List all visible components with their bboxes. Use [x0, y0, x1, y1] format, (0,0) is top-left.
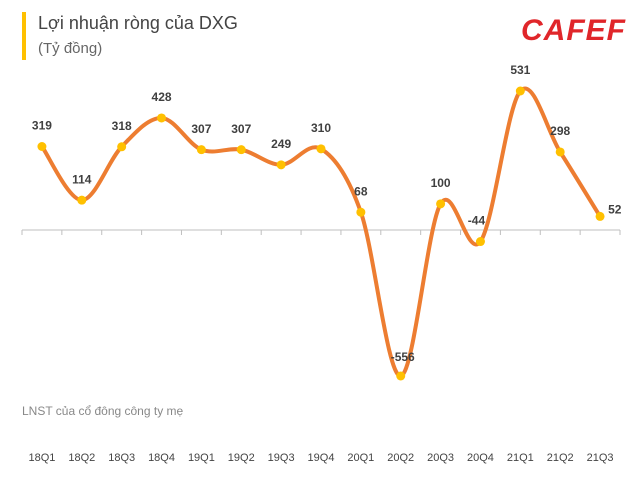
data-label: 68 — [354, 184, 368, 198]
x-tick-label: 21Q2 — [547, 452, 574, 464]
data-label: 531 — [510, 63, 530, 77]
logo: CAFEF — [521, 14, 626, 47]
x-tick-label: 20Q2 — [387, 452, 414, 464]
marker — [157, 113, 167, 123]
data-label: 114 — [72, 172, 92, 186]
x-tick-label: 19Q2 — [228, 452, 255, 464]
title-accent — [22, 12, 26, 60]
marker — [396, 371, 406, 381]
marker — [555, 147, 565, 157]
data-label: -44 — [468, 214, 486, 228]
marker — [595, 211, 605, 221]
x-tick-label: 21Q3 — [587, 452, 614, 464]
marker — [196, 145, 206, 155]
data-label: -556 — [391, 350, 415, 364]
x-tick-label: 20Q4 — [467, 452, 494, 464]
marker — [77, 195, 87, 205]
x-tick-label: 18Q3 — [108, 452, 135, 464]
marker — [37, 141, 47, 151]
marker — [356, 207, 366, 217]
data-label: 307 — [191, 122, 211, 136]
marker — [117, 142, 127, 152]
marker — [475, 237, 485, 247]
marker — [515, 86, 525, 96]
x-tick-label: 18Q2 — [68, 452, 95, 464]
data-label: 249 — [271, 137, 291, 151]
x-tick-label: 21Q1 — [507, 452, 534, 464]
data-label: 100 — [431, 176, 451, 190]
data-label: 318 — [112, 119, 132, 133]
x-tick-label: 19Q4 — [308, 452, 335, 464]
data-label: 310 — [311, 121, 331, 135]
x-tick-label: 18Q1 — [28, 452, 55, 464]
x-tick-label: 19Q3 — [268, 452, 295, 464]
x-tick-label: 19Q1 — [188, 452, 215, 464]
marker — [436, 199, 446, 209]
chart-title: Lợi nhuận ròng của DXG — [38, 13, 238, 33]
x-tick-label: 20Q1 — [347, 452, 374, 464]
data-label: 319 — [32, 119, 52, 133]
data-label: 307 — [231, 122, 251, 136]
data-label: 298 — [550, 124, 570, 138]
x-tick-label: 20Q3 — [427, 452, 454, 464]
marker — [316, 144, 326, 154]
data-label: 52 — [608, 203, 622, 217]
note: LNST của cổ đông công ty mẹ — [22, 404, 184, 418]
marker — [276, 160, 286, 170]
chart-subtitle: (Tỷ đồng) — [38, 40, 102, 57]
marker — [236, 145, 246, 155]
x-tick-label: 18Q4 — [148, 452, 175, 464]
data-label: 428 — [152, 90, 172, 104]
